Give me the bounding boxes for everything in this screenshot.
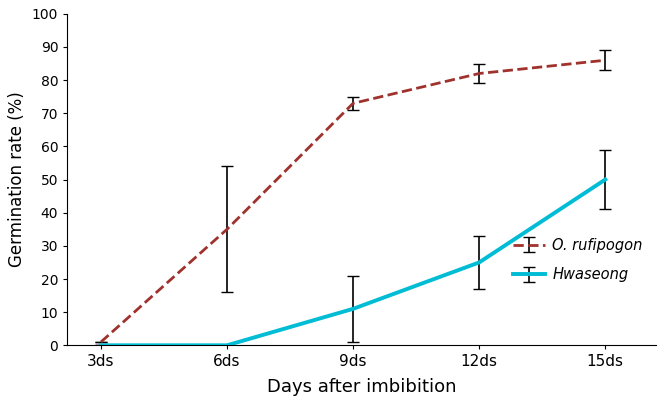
X-axis label: Days after imbibition: Days after imbibition [267,378,456,396]
Y-axis label: Germination rate (%): Germination rate (%) [9,92,27,267]
Legend: O. rufipogon, Hwaseong: O. rufipogon, Hwaseong [507,232,648,288]
